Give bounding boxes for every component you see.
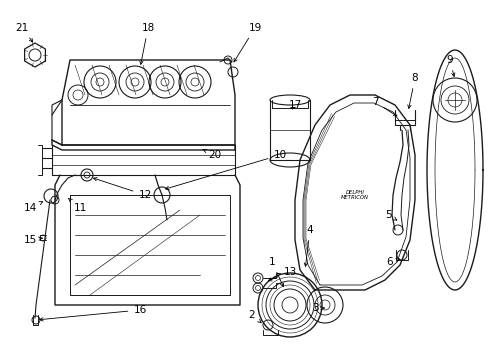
Text: 12: 12	[93, 177, 151, 200]
Text: 17: 17	[288, 100, 301, 110]
Text: 5: 5	[384, 210, 396, 220]
Text: 21: 21	[15, 23, 33, 42]
Text: 4: 4	[304, 225, 313, 266]
Text: 6: 6	[386, 257, 399, 267]
Text: 11: 11	[68, 198, 86, 213]
Text: 7: 7	[371, 97, 396, 116]
Text: 1: 1	[268, 257, 283, 287]
Text: 13: 13	[268, 267, 296, 281]
Text: 15: 15	[23, 235, 42, 245]
Text: 20: 20	[203, 149, 221, 160]
Text: 10: 10	[165, 150, 286, 190]
Text: 19: 19	[233, 23, 261, 62]
Text: 3: 3	[311, 303, 324, 313]
Text: 18: 18	[140, 23, 154, 64]
Text: 14: 14	[23, 202, 42, 213]
Text: 2: 2	[248, 310, 261, 323]
Text: DELPHI
METRICON: DELPHI METRICON	[340, 190, 368, 201]
Text: 8: 8	[407, 73, 417, 108]
Text: 9: 9	[446, 55, 454, 76]
Text: 16: 16	[40, 305, 146, 321]
